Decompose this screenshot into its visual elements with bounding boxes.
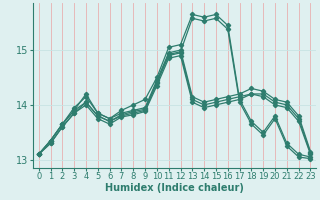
X-axis label: Humidex (Indice chaleur): Humidex (Indice chaleur): [105, 183, 244, 193]
